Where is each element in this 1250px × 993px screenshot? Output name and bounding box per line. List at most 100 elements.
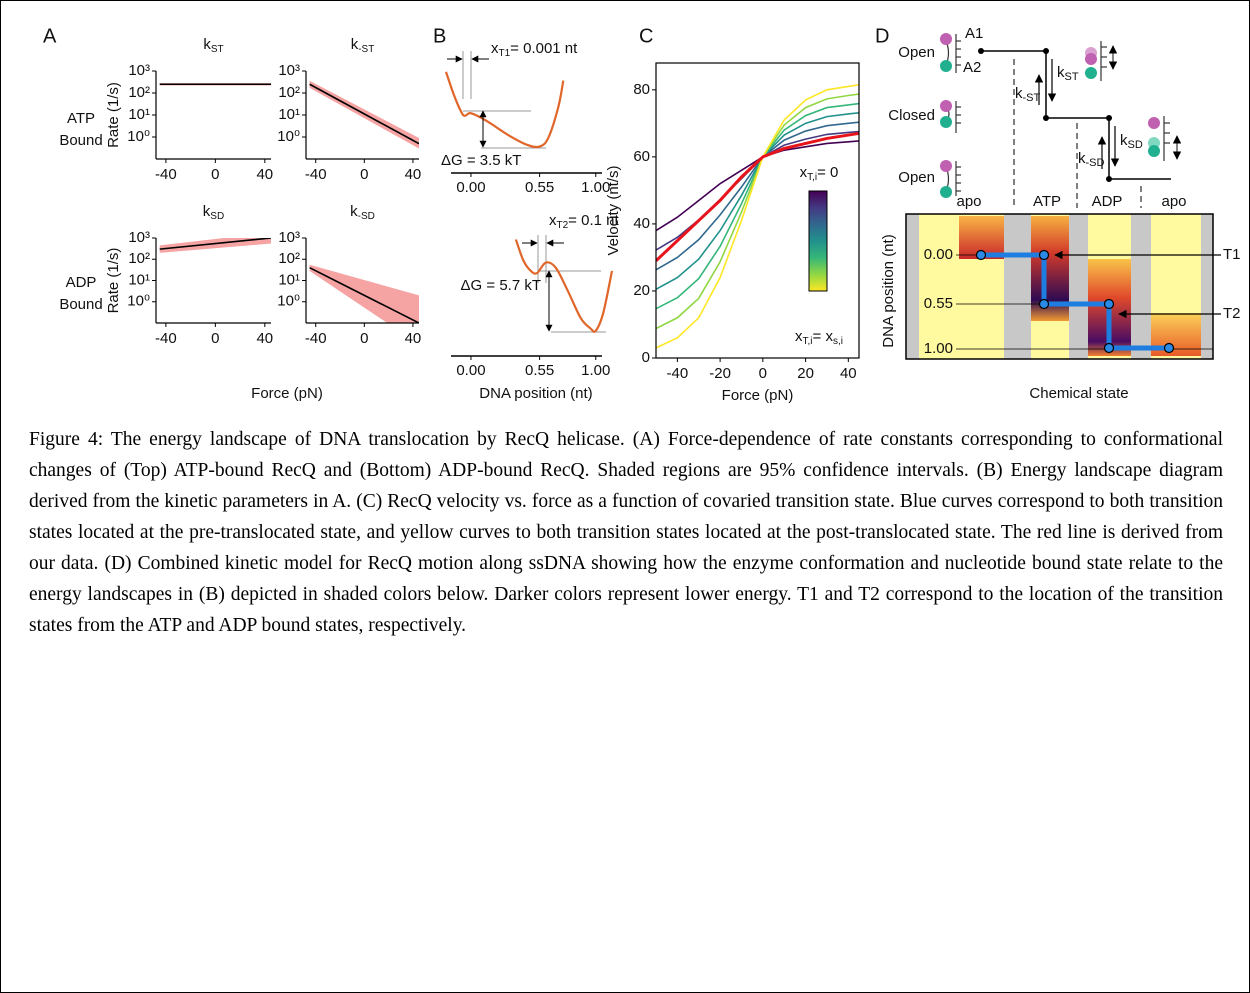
data-line xyxy=(656,131,859,262)
panel-label: D xyxy=(875,25,889,47)
y-tick-label: 10¹ xyxy=(128,106,150,123)
x-tick-label: 20 xyxy=(797,365,814,382)
rate-arrows xyxy=(1034,59,1120,169)
y-tick-label: 40 xyxy=(633,215,650,232)
barrier-label: ΔG = 3.5 kT xyxy=(441,152,521,169)
transition-label: T2 xyxy=(1223,305,1241,322)
annotation: kST xyxy=(203,36,223,55)
chart: 0.00 0.55 1.00 xT2= 0.1 nt ΔG = 5.7 kT DNA po… xyxy=(451,212,619,402)
annotation: k-SD xyxy=(350,203,375,222)
y-tick-label: 60 xyxy=(633,148,650,165)
dashed-dividers xyxy=(1013,59,1142,208)
annotation-text: = 0.001 nt xyxy=(510,40,578,57)
energy-heatmap xyxy=(905,213,1221,360)
subscript: -SD xyxy=(358,211,375,222)
annotation: xT1= 0.001 nt xyxy=(491,40,578,59)
colorbar xyxy=(808,190,828,292)
x-tick-label: -40 xyxy=(305,166,327,183)
strand-label: A1 xyxy=(965,25,983,42)
x-tick-label: 0 xyxy=(211,166,219,183)
state-path xyxy=(981,50,1171,180)
x-tick-label: -40 xyxy=(305,330,327,347)
x-tick-label: 0 xyxy=(360,330,368,347)
rate-subscript: -ST xyxy=(1023,92,1041,104)
plot-frame xyxy=(655,62,860,359)
x-tick-label: 0.00 xyxy=(456,179,485,196)
heatmap-tick-label: 1.00 xyxy=(924,340,953,357)
state-label: Closed xyxy=(888,107,935,124)
y-tick-label: 10⁰ xyxy=(277,128,300,145)
y-tick-label: 80 xyxy=(633,81,650,98)
annotation: xT,i= xs,i xyxy=(795,328,843,347)
y-tick-label: 10¹ xyxy=(278,106,300,123)
figure: A B C D ATP Bound ADP Bound Force (pN) O… xyxy=(43,25,1241,404)
rate-subscript: SD xyxy=(1128,139,1143,151)
state-nodes xyxy=(978,48,1112,182)
panel-label: B xyxy=(433,25,446,47)
plot-area xyxy=(656,83,859,349)
y-axis-label: DNA position (nt) xyxy=(880,234,897,347)
data-line xyxy=(309,266,419,323)
annotation: k-ST xyxy=(351,36,375,55)
x-tick-label: 40 xyxy=(405,330,422,347)
rate-symbol: k xyxy=(1120,132,1128,149)
subscript: T,i xyxy=(807,172,817,183)
y-tick-label: 0 xyxy=(642,349,650,366)
annotation-text: k xyxy=(203,203,211,220)
x-tick-label: 40 xyxy=(256,166,273,183)
x-axis-label: DNA position (nt) xyxy=(479,385,592,402)
data-line xyxy=(656,140,859,232)
chart: 10⁰ 10¹ 10² 10³ -40 0 40 kST Rate (1/s) xyxy=(105,36,273,183)
column-label: apo xyxy=(956,193,981,210)
panel-label: C xyxy=(639,25,653,47)
annotation-text: x xyxy=(800,164,808,181)
energy-curve xyxy=(444,71,565,149)
panel-label: A xyxy=(43,25,57,47)
rate-label: k-ST xyxy=(1015,85,1041,104)
y-tick-label: 10¹ xyxy=(128,271,150,288)
subscript: T1 xyxy=(499,48,511,59)
row-label: Bound xyxy=(59,296,102,313)
y-tick-label: 20 xyxy=(633,282,650,299)
data-line xyxy=(159,238,271,250)
subscript: SD xyxy=(210,211,224,222)
annotation-text: k xyxy=(350,203,358,220)
annotation-text: x xyxy=(491,40,499,57)
y-tick-label: 10² xyxy=(128,250,150,267)
rate-symbol: k xyxy=(1078,150,1086,167)
rate-subscript: -SD xyxy=(1086,157,1105,169)
chart: 10⁰ 10¹ 10² 10³ -40 0 40 k-ST xyxy=(277,36,421,183)
kinetic-diagram: Open Closed Open A1 A2 kST k-ST kSD k-SD… xyxy=(888,25,1186,210)
plot-area xyxy=(309,80,419,149)
row-label: ADP xyxy=(66,274,97,291)
annotation-text: = x xyxy=(813,328,834,345)
x-tick-label: -40 xyxy=(667,365,689,382)
x-tick-label: 0.00 xyxy=(456,362,485,379)
y-tick-label: 10² xyxy=(278,84,300,101)
y-axis-label: Rate (1/s) xyxy=(105,248,122,314)
y-tick-label: 10³ xyxy=(278,62,300,79)
annotation: xT,i= 0 xyxy=(800,164,839,183)
y-axis-label: Velocity (nt/s) xyxy=(605,165,622,255)
annotation-text: x xyxy=(549,212,557,229)
annotation-text: k xyxy=(351,36,359,53)
y-tick-label: 10⁰ xyxy=(127,128,150,145)
chart: 0 20 40 60 80 -40 -20 0 20 40 Velocity (nt/s) Force… xyxy=(605,62,860,404)
y-tick-label: 10⁰ xyxy=(277,293,300,310)
subscript: -ST xyxy=(358,44,374,55)
plot-area xyxy=(309,264,419,323)
annotation: kSD xyxy=(203,203,224,222)
chart: 10⁰ 10¹ 10² 10³ -40 0 40 k-SD xyxy=(277,203,421,347)
x-tick-label: 0 xyxy=(360,166,368,183)
data-line xyxy=(309,83,419,145)
x-tick-label: 1.00 xyxy=(581,362,610,379)
rate-label: kST xyxy=(1057,64,1079,83)
energy-curve xyxy=(514,239,614,333)
rate-label: kSD xyxy=(1120,132,1143,151)
x-tick-label: 40 xyxy=(256,330,273,347)
column-label: ADP xyxy=(1092,193,1123,210)
subscript: ST xyxy=(211,44,224,55)
annotation-text: = 0 xyxy=(817,164,838,181)
x-axis-label: Force (pN) xyxy=(251,385,323,402)
chart: 0.00 0.55 1.00 xT1= 0.001 nt ΔG = 3.5 kT xyxy=(441,40,610,196)
